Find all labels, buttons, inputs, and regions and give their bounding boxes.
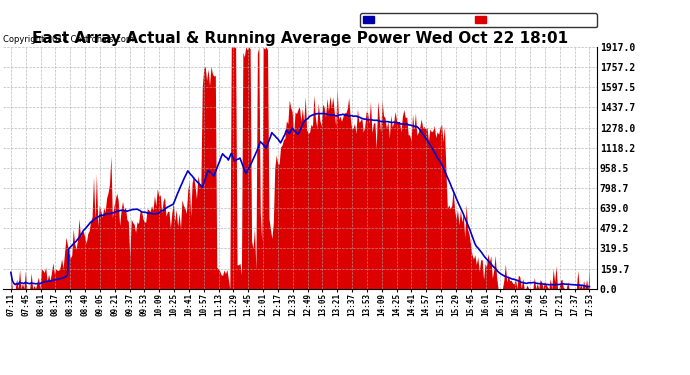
Text: Copyright 2014 Cartronics.com: Copyright 2014 Cartronics.com [3, 36, 135, 45]
Legend: Average  (DC Watts), East Array  (DC Watts): Average (DC Watts), East Array (DC Watts… [360, 13, 597, 27]
Title: East Array Actual & Running Average Power Wed Oct 22 18:01: East Array Actual & Running Average Powe… [32, 31, 568, 46]
